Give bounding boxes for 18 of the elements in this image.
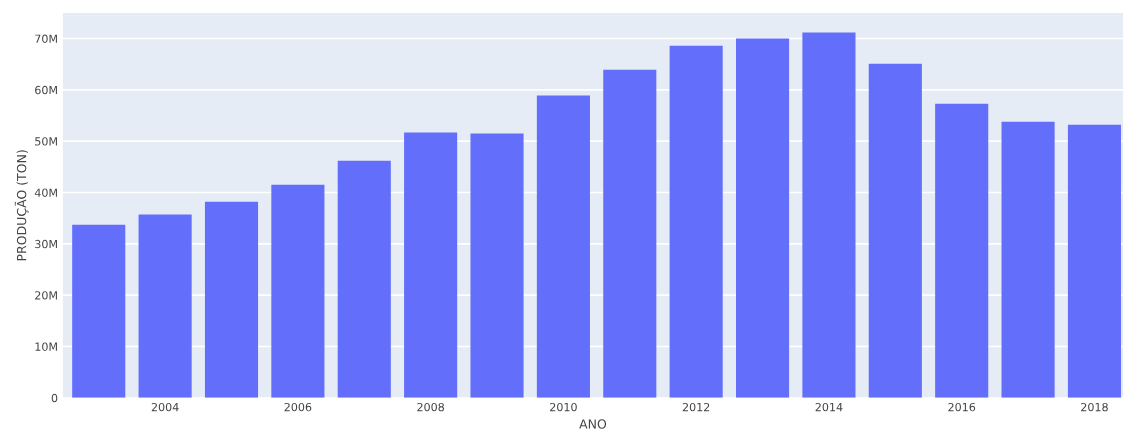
x-tick-label: 2012 — [682, 402, 710, 412]
y-tick-label: 40M — [34, 188, 57, 197]
y-tick-label: 60M — [35, 85, 57, 95]
x-tick-label: 2010 — [550, 402, 577, 412]
x-tick-label: 2018 — [1081, 402, 1108, 412]
y-tick-label: 30M — [35, 239, 57, 249]
y-tick-label: 20M — [35, 291, 57, 300]
x-tick-label: 2008 — [417, 402, 445, 412]
y-tick-label: 0 — [51, 393, 58, 403]
x-tick-label: 2016 — [948, 402, 976, 412]
y-tick-label: 70M — [35, 34, 57, 43]
x-tick-label: 2004 — [151, 402, 179, 412]
x-tick-label: 2006 — [284, 402, 312, 412]
y-tick-label: 50M — [35, 137, 57, 146]
x-axis-title: ANO — [579, 419, 607, 429]
y-tick-label: 10M — [35, 342, 57, 351]
y-axis-title: PRODUÇÃO (TON) — [14, 150, 29, 261]
x-tick-label: 2014 — [815, 402, 843, 412]
